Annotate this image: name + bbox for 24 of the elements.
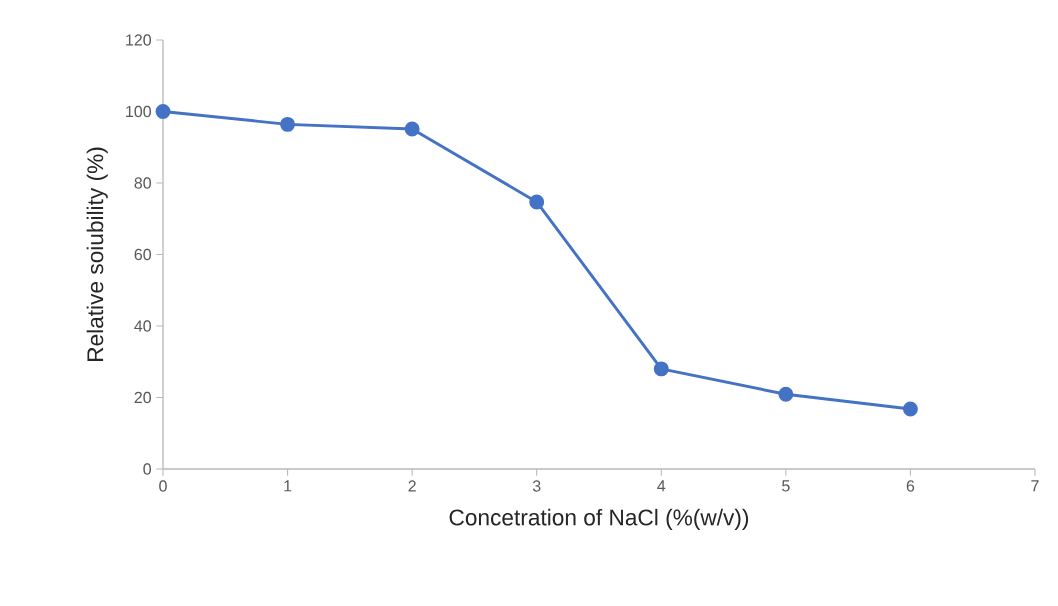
x-tick-label: 4 <box>657 480 666 492</box>
y-tick-label: 120 <box>126 34 152 46</box>
point <box>404 121 420 137</box>
point <box>155 104 171 119</box>
x-axis-title: Concetration of NaCl (%(w/v)) <box>449 508 749 530</box>
y-tick-label: 20 <box>134 391 152 404</box>
y-tick-label: 40 <box>134 320 152 332</box>
x-tick-label: 0 <box>159 480 167 492</box>
x-tick-label: 6 <box>906 480 915 492</box>
point <box>778 386 794 402</box>
point <box>653 361 669 377</box>
x-tick-label: 5 <box>782 480 790 492</box>
x-tick-label: 3 <box>532 480 541 492</box>
point <box>280 116 296 132</box>
x-tick-label: 1 <box>284 480 292 492</box>
y-tick-label: 0 <box>143 463 152 475</box>
y-tick-label: 60 <box>134 248 152 261</box>
x-tick-label: 2 <box>408 480 416 492</box>
y-tick-label: 100 <box>126 105 152 118</box>
x-tick-label: 7 <box>1031 480 1039 492</box>
point <box>529 194 545 210</box>
y-axis-title: Relative soiubility (%) <box>86 147 108 361</box>
y-tick-label: 80 <box>134 177 152 189</box>
point <box>902 401 918 417</box>
